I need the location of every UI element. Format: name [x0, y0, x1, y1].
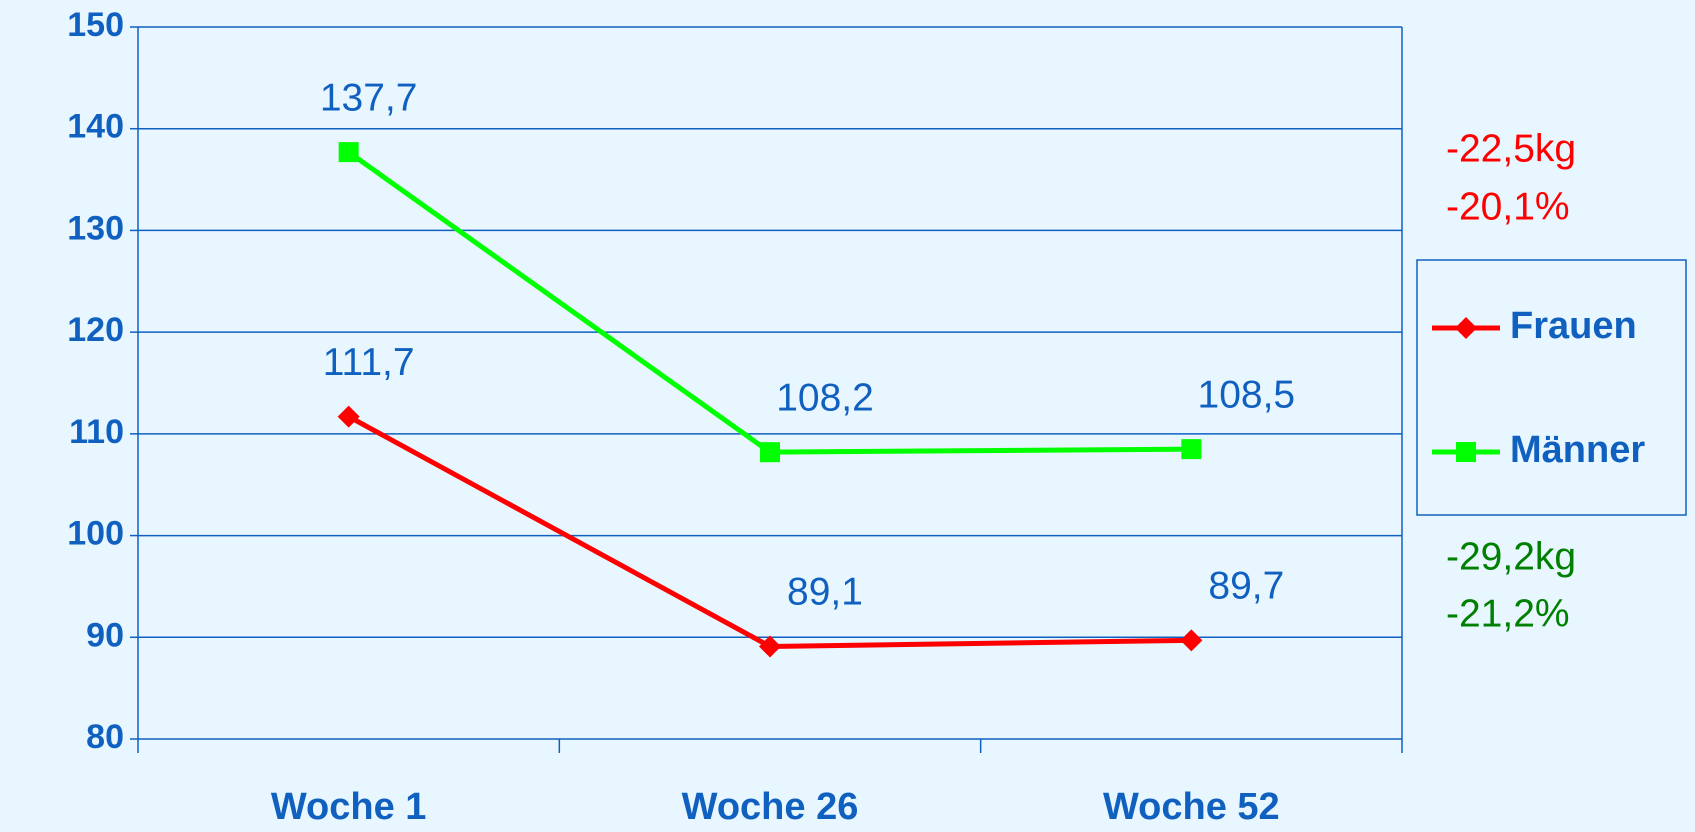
x-tick-label: Woche 1: [271, 786, 427, 828]
point-marker: [1180, 629, 1203, 652]
y-tick-label: 110: [69, 413, 124, 451]
point-marker: [1181, 439, 1202, 460]
data-label: 108,2: [776, 376, 874, 419]
annotation: -20,1%: [1446, 185, 1570, 228]
data-label: 108,5: [1198, 373, 1296, 416]
x-tick-label: Woche 26: [682, 786, 859, 828]
point-marker: [337, 405, 360, 428]
y-tick-label: 80: [86, 718, 124, 756]
x-tick-label: Woche 52: [1103, 786, 1280, 828]
point-marker: [760, 442, 780, 463]
point-marker: [1455, 317, 1477, 339]
annotation: -29,2kg: [1446, 535, 1576, 578]
legend-label: Frauen: [1510, 305, 1637, 347]
point-marker: [759, 635, 781, 658]
data-label: 137,7: [320, 76, 418, 119]
data-label: 89,7: [1208, 565, 1284, 608]
legend-box: [1416, 259, 1687, 516]
y-tick-label: 140: [67, 108, 124, 146]
annotation: -22,5kg: [1446, 127, 1576, 170]
data-label: 111,7: [323, 341, 415, 384]
point-marker: [338, 142, 359, 163]
point-marker: [1456, 442, 1476, 462]
annotation: -21,2%: [1446, 592, 1570, 635]
y-tick-label: 130: [67, 209, 124, 247]
y-tick-label: 150: [67, 6, 124, 44]
y-tick-label: 90: [86, 616, 124, 654]
y-tick-label: 100: [67, 515, 124, 553]
y-tick-label: 120: [67, 311, 124, 349]
legend-label: Männer: [1510, 429, 1645, 471]
data-label: 89,1: [787, 571, 863, 614]
